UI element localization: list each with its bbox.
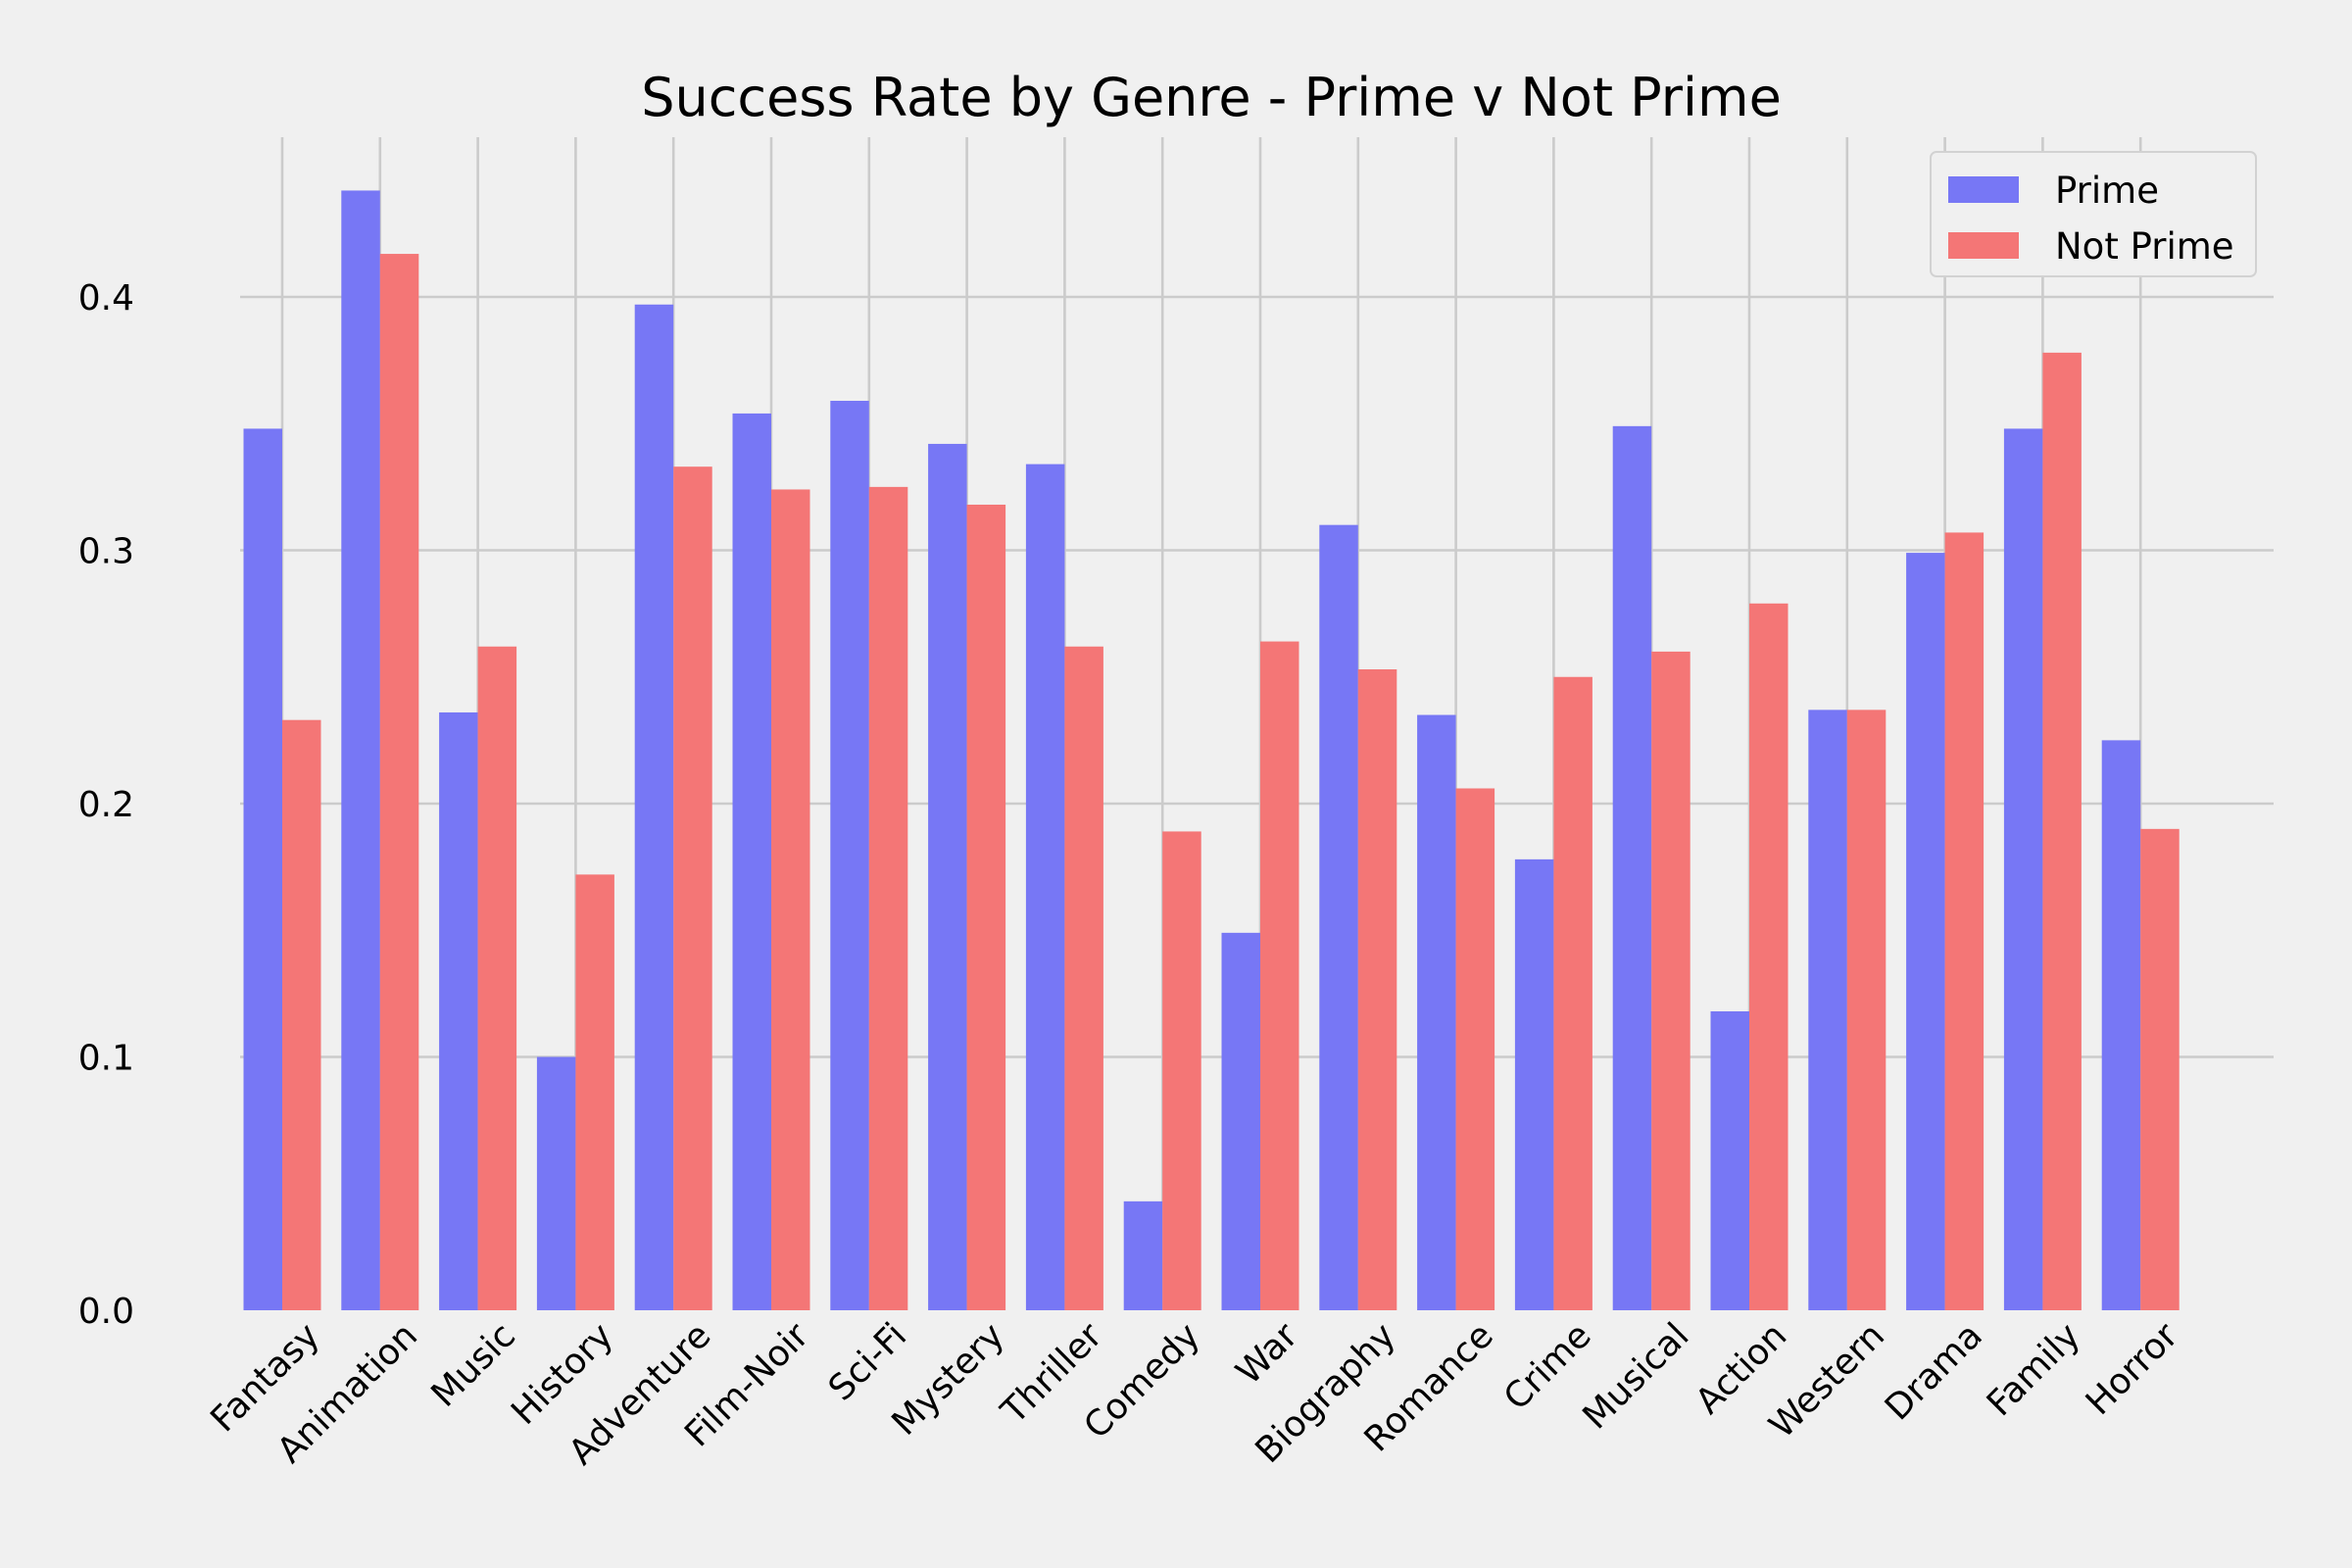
bar-prime xyxy=(1025,464,1065,1310)
bar-not-prime xyxy=(2042,352,2082,1310)
x-axis-ticks: FantasyAnimationMusicHistoryAdventureFil… xyxy=(203,1315,2185,1473)
legend-label: Prime xyxy=(2055,170,2159,212)
bar-not-prime xyxy=(1846,710,1886,1310)
bar-not-prime xyxy=(868,486,908,1310)
bar-prime xyxy=(2101,740,2141,1310)
bar-not-prime xyxy=(673,466,712,1310)
bar-prime xyxy=(1808,710,1847,1310)
bar-not-prime xyxy=(379,254,419,1311)
bar-prime xyxy=(1710,1010,1749,1310)
bar-not-prime xyxy=(966,504,1006,1310)
y-tick-label: 0.4 xyxy=(78,278,134,318)
bar-prime xyxy=(1906,553,1945,1310)
bar-prime xyxy=(1123,1200,1163,1310)
bar-not-prime xyxy=(1553,676,1592,1310)
y-axis-ticks: 0.0 0.1 0.2 0.3 0.4 xyxy=(78,278,134,1332)
legend-swatch xyxy=(1948,176,2019,203)
bar-prime xyxy=(732,413,771,1310)
x-tick-label: Drama xyxy=(1878,1315,1990,1428)
bar-prime xyxy=(830,400,869,1310)
y-tick-label: 0.0 xyxy=(78,1292,134,1332)
legend-label: Not Prime xyxy=(2055,225,2234,268)
x-tick-label: Horror xyxy=(2079,1315,2186,1423)
bar-not-prime xyxy=(771,489,810,1311)
y-tick-label: 0.3 xyxy=(78,532,134,572)
y-tick-label: 0.1 xyxy=(78,1039,134,1079)
bar-prime xyxy=(1319,524,1358,1310)
bar-not-prime xyxy=(477,646,517,1310)
chart-title: Success Rate by Genre - Prime v Not Prim… xyxy=(641,67,1782,128)
bar-prime xyxy=(243,428,282,1310)
bar-not-prime xyxy=(1455,788,1495,1310)
bar-not-prime xyxy=(1357,668,1397,1310)
bar-prime xyxy=(1612,425,1652,1311)
bar-not-prime xyxy=(2140,828,2180,1310)
bar-not-prime xyxy=(575,874,614,1310)
legend: Prime Not Prime xyxy=(1930,151,2257,277)
bars xyxy=(243,190,2180,1311)
bar-not-prime xyxy=(1944,532,1984,1310)
bar-not-prime xyxy=(1162,831,1201,1310)
bar-not-prime xyxy=(282,719,321,1310)
bar-not-prime xyxy=(1749,603,1788,1310)
bar-prime xyxy=(439,711,478,1310)
bar-prime xyxy=(1514,858,1554,1310)
x-tick-label: Musical xyxy=(1575,1315,1696,1437)
bar-prime xyxy=(1417,714,1456,1310)
x-tick-label: Sci-Fi xyxy=(821,1315,914,1408)
bar-prime xyxy=(928,443,967,1310)
bar-prime xyxy=(634,304,674,1310)
x-tick-label: War xyxy=(1229,1315,1306,1393)
bar-not-prime xyxy=(1064,646,1103,1310)
bar-not-prime xyxy=(1651,651,1690,1310)
legend-swatch xyxy=(1948,232,2019,259)
y-tick-label: 0.2 xyxy=(78,785,134,825)
bar-prime xyxy=(536,1056,576,1310)
x-tick-label: Family xyxy=(1980,1315,2088,1424)
bar-prime xyxy=(1221,932,1260,1310)
bar-prime xyxy=(2003,428,2043,1310)
bar-prime xyxy=(341,190,380,1311)
bar-not-prime xyxy=(1260,641,1299,1310)
